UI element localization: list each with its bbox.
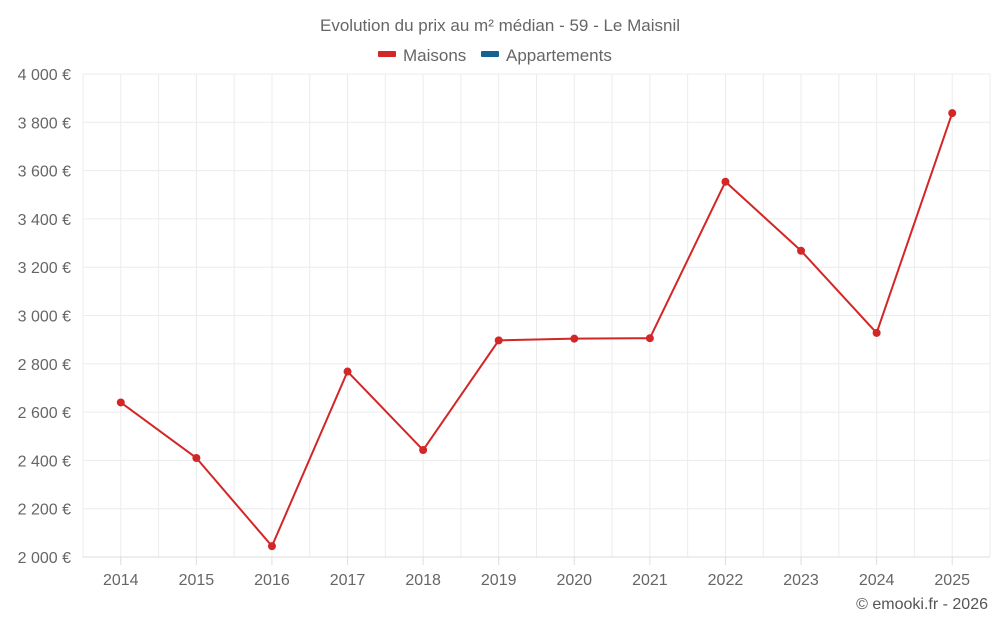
y-tick-label: 2 200 € [18, 502, 71, 519]
y-tick-label: 2 400 € [18, 453, 71, 470]
data-point[interactable] [721, 177, 730, 186]
x-tick-label: 2024 [859, 572, 895, 589]
legend: Maisons Appartements [378, 46, 612, 65]
data-point[interactable] [267, 542, 276, 551]
legend-label-maisons: Maisons [403, 46, 466, 65]
legend-swatch-maisons [378, 51, 396, 57]
legend-item-maisons[interactable]: Maisons [378, 46, 466, 65]
x-tick-label: 2015 [179, 572, 215, 589]
data-point[interactable] [570, 334, 579, 343]
data-point[interactable] [797, 246, 806, 255]
x-tick-label: 2025 [934, 572, 970, 589]
x-tick-label: 2014 [103, 572, 139, 589]
y-tick-label: 2 000 € [18, 550, 71, 567]
x-tick-label: 2018 [405, 572, 441, 589]
data-point[interactable] [494, 336, 503, 345]
x-tick-label: 2016 [254, 572, 290, 589]
data-point[interactable] [419, 446, 428, 455]
y-tick-label: 2 600 € [18, 405, 71, 422]
credit-text: © emooki.fr - 2026 [856, 596, 988, 613]
series-maisons [116, 109, 957, 551]
legend-swatch-appartements [481, 51, 499, 57]
x-tick-label: 2023 [783, 572, 819, 589]
legend-label-appartements: Appartements [506, 46, 612, 65]
axes: 2 000 € 2 200 € 2 400 € 2 600 € 2 800 € 3 000… [18, 67, 990, 589]
x-tick-label: 2019 [481, 572, 517, 589]
x-tick-label: 2022 [708, 572, 744, 589]
y-tick-label: 3 800 € [18, 115, 71, 132]
data-point[interactable] [192, 453, 201, 462]
y-tick-label: 3 600 € [18, 164, 71, 181]
x-tick-label: 2017 [330, 572, 366, 589]
x-tick-label: 2020 [556, 572, 592, 589]
data-point[interactable] [116, 398, 125, 407]
series-line-maisons [120, 112, 954, 548]
data-point[interactable] [645, 334, 654, 343]
y-tick-label: 3 200 € [18, 260, 71, 277]
y-tick-label: 3 000 € [18, 309, 71, 326]
y-tick-label: 4 000 € [18, 67, 71, 84]
data-point[interactable] [343, 367, 352, 376]
data-point[interactable] [872, 328, 881, 337]
chart-title: Evolution du prix au m² médian - 59 - Le… [320, 16, 680, 35]
legend-item-appartements[interactable]: Appartements [481, 46, 612, 65]
grid [82, 73, 991, 557]
y-tick-label: 2 800 € [18, 357, 71, 374]
x-tick-label: 2021 [632, 572, 668, 589]
y-tick-label: 3 400 € [18, 212, 71, 229]
data-point[interactable] [948, 109, 957, 118]
